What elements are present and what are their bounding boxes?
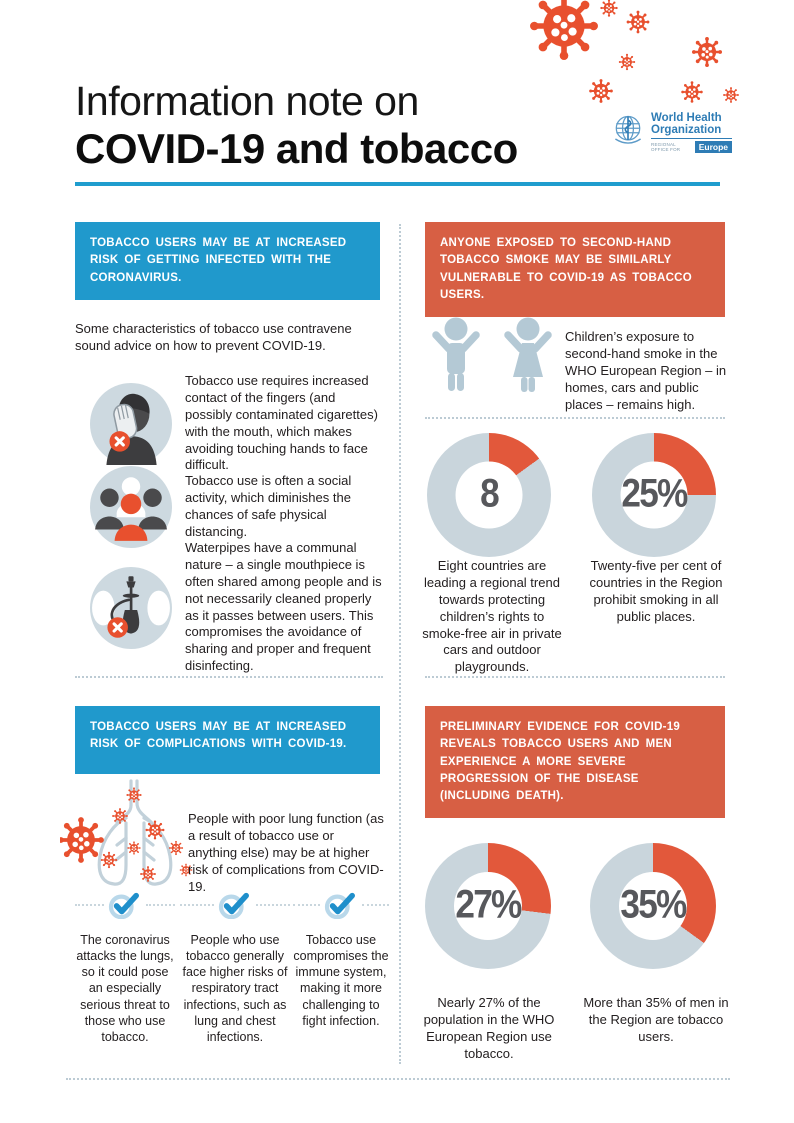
- infected-lungs-icon: [60, 779, 193, 886]
- donut-hole: [618, 871, 688, 941]
- check-point-2: People who use tobacco generally face hi…: [180, 891, 290, 1058]
- donut-hole: [455, 461, 523, 529]
- donut-value-label: 25%: [621, 471, 688, 516]
- dotted-line: [293, 904, 320, 906]
- header-rule: [75, 182, 720, 186]
- dotted-line: [362, 904, 389, 906]
- heading-complications-risk: TOBACCO USERS MAY BE AT INCREASED RISK O…: [75, 706, 380, 774]
- infection-item-2: Tobacco use is often a social activity, …: [90, 460, 383, 554]
- title-line-1: Information note on: [75, 78, 419, 125]
- donut-hole: [620, 461, 688, 529]
- column-divider: [399, 224, 401, 1064]
- divider-bottom: [66, 1078, 730, 1080]
- dotted-line: [75, 904, 104, 906]
- dotted-line: [180, 904, 214, 906]
- donut-value-label: 27%: [455, 882, 522, 927]
- checkmark-icon: [108, 892, 139, 919]
- donut-chart-35-percent: 35%: [590, 843, 716, 969]
- who-logo: World Health Organization REGIONAL OFFIC…: [610, 112, 732, 154]
- check-point-1-text: The coronavirus attacks the lungs, so it…: [76, 932, 174, 1045]
- donut-caption-35-percent: More than 35% of men in the Region are t…: [583, 995, 729, 1044]
- lung-function-text: People with poor lung function (as a res…: [188, 811, 384, 894]
- coronavirus-decoration: [514, 0, 740, 104]
- check-point-3-text: Tobacco use compromises the immune syste…: [293, 932, 389, 1028]
- who-name-line1: World Health: [651, 112, 722, 124]
- heading-secondhand-smoke: ANYONE EXPOSED TO SECOND-HAND TOBACCO SM…: [425, 222, 725, 317]
- donut-chart-27-percent: 27%: [425, 843, 551, 969]
- infection-item-1-text: Tobacco use requires increased contact o…: [185, 373, 378, 473]
- who-regional-office-label: REGIONAL OFFICE FOR: [651, 142, 681, 153]
- divider-right-1: [425, 417, 725, 419]
- infection-item-1: Tobacco use requires increased contact o…: [90, 360, 383, 487]
- page-title: Information note on COVID-19 and tobacco: [75, 78, 518, 173]
- divider-right-2: [425, 676, 725, 678]
- who-name: World Health Organization: [651, 112, 732, 136]
- donut-value-label: 35%: [620, 882, 687, 927]
- donut-chart-25-percent: 25%: [592, 433, 716, 557]
- check-point-1: The coronavirus attacks the lungs, so it…: [75, 891, 175, 1058]
- waterpipe-icon: [90, 566, 172, 649]
- title-line-2: COVID-19 and tobacco: [75, 125, 518, 173]
- donut-chart-8-countries: 8: [427, 433, 551, 557]
- checkmark-icon: [218, 892, 249, 919]
- dotted-line: [146, 904, 175, 906]
- heading-severity: PRELIMINARY EVIDENCE FOR COVID-19 REVEAL…: [425, 706, 725, 819]
- donut-caption-25-percent: Twenty-five per cent of countries in the…: [589, 558, 723, 624]
- donut-value-label: 8: [480, 471, 500, 516]
- donut-caption-27-percent: Nearly 27% of the population in the WHO …: [423, 995, 555, 1061]
- infection-intro-text: Some characteristics of tobacco use cont…: [75, 321, 352, 353]
- who-region-badge: Europe: [694, 141, 732, 154]
- hand-touching-face-icon: [90, 382, 172, 465]
- heading-infection-risk: TOBACCO USERS MAY BE AT INCREASED RISK O…: [75, 222, 380, 300]
- infection-item-3-text: Waterpipes have a communal nature – a si…: [185, 540, 382, 674]
- checkmark-icon: [324, 892, 355, 919]
- donut-caption-8-countries: Eight countries are leading a regional t…: [422, 558, 562, 675]
- infection-item-3: Waterpipes have a communal nature – a si…: [90, 527, 383, 688]
- who-emblem-icon: [615, 115, 641, 144]
- check-point-3: Tobacco use compromises the immune syste…: [293, 891, 389, 1042]
- group-of-people-icon: [90, 465, 172, 548]
- children-icon: [432, 317, 552, 392]
- donut-hole: [453, 871, 523, 941]
- infection-item-2-text: Tobacco use is often a social activity, …: [185, 473, 352, 539]
- dotted-line: [256, 904, 290, 906]
- who-logo-divider: [651, 138, 732, 140]
- check-point-2-text: People who use tobacco generally face hi…: [182, 932, 288, 1045]
- children-exposure-text: Children’s exposure to second-hand smoke…: [565, 329, 727, 412]
- who-name-line2: Organization: [651, 124, 722, 137]
- divider-left-1: [75, 676, 383, 678]
